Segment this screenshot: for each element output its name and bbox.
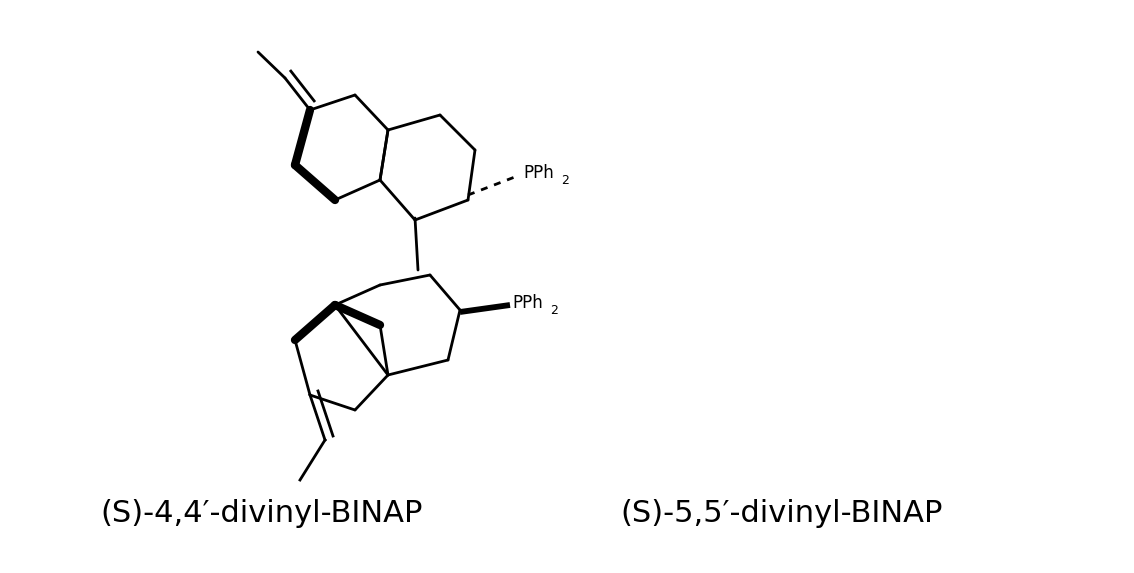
- Text: (S)-4,4′-divinyl-BINAP: (S)-4,4′-divinyl-BINAP: [100, 499, 422, 528]
- Text: 2: 2: [550, 304, 558, 317]
- Text: (S)-5,5′-divinyl-BINAP: (S)-5,5′-divinyl-BINAP: [620, 499, 942, 528]
- Text: PPh: PPh: [523, 164, 553, 182]
- Text: 2: 2: [561, 175, 569, 187]
- Text: PPh: PPh: [511, 294, 543, 312]
